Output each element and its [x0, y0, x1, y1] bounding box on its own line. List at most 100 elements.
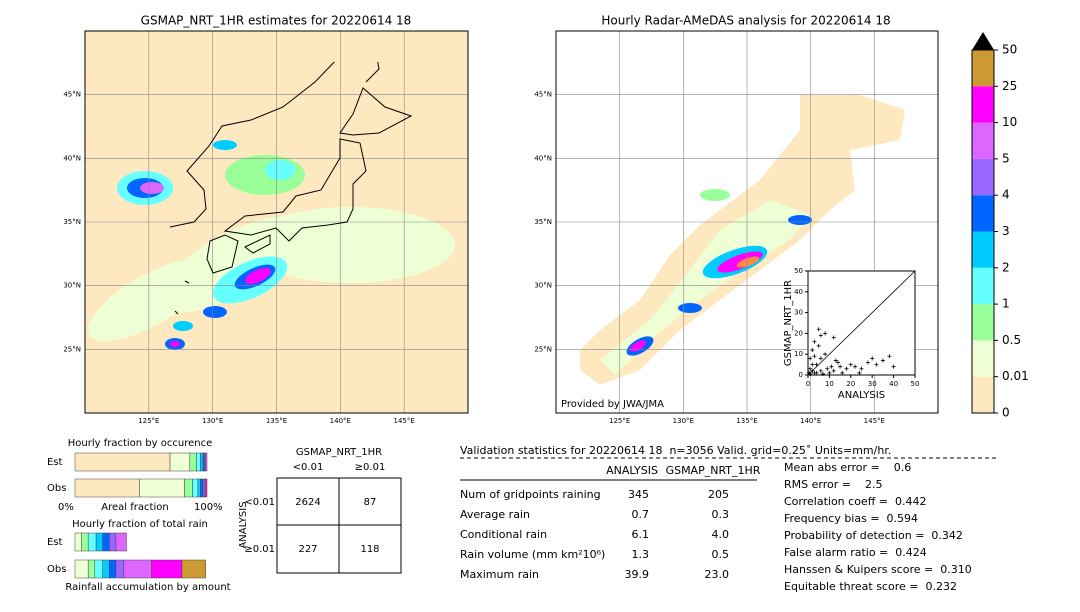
- table-cell: 227: [298, 544, 317, 555]
- table-title: GSMAP_NRT_1HR: [296, 447, 382, 458]
- stats-row-label: Conditional rain: [460, 528, 547, 541]
- stats-value: 6.1: [632, 528, 650, 541]
- fraction-segment: [81, 532, 89, 552]
- x-tick-label: 30: [868, 380, 877, 388]
- fraction-segment: [95, 532, 103, 552]
- scatter-point: [829, 364, 834, 369]
- stats-row-label: Maximum rain: [460, 568, 539, 581]
- score: Correlation coeff = 0.442: [784, 495, 926, 508]
- map-frame: [84, 30, 469, 414]
- scatter-point: [880, 358, 885, 363]
- map-title: GSMAP_NRT_1HR estimates for 20220614 18: [141, 14, 412, 28]
- scatter-point: [810, 348, 815, 353]
- scatter-point: [816, 327, 821, 332]
- y-tick-label: 10: [794, 350, 803, 358]
- scatter-point: [818, 333, 823, 338]
- scatter-point: [810, 368, 815, 373]
- fraction-segment: [109, 559, 117, 579]
- row-title: ANALYSIS: [238, 501, 249, 548]
- scatter-point: [853, 364, 858, 369]
- fraction-segment: [139, 478, 185, 498]
- fraction-segment: [94, 559, 103, 579]
- scatter-point: [808, 366, 813, 371]
- lat-tick-label: 40°N: [534, 154, 552, 162]
- axis-min-label: 0%: [58, 502, 74, 513]
- lat-tick-label: 45°N: [63, 91, 81, 99]
- y-tick-label: 0: [799, 371, 803, 379]
- score: RMS error = 2.5: [784, 478, 882, 491]
- fraction-segment: [87, 559, 96, 579]
- colorbar-segment: [972, 376, 994, 413]
- lat-tick-label: 30°N: [63, 282, 81, 290]
- y-tick-label: 20: [794, 329, 803, 337]
- fraction-segment: [123, 559, 152, 579]
- axis-max-label: 100%: [194, 502, 223, 513]
- scatter-point: [857, 370, 862, 375]
- stats-value: 0.3: [712, 508, 730, 521]
- scatter-point: [844, 366, 849, 371]
- stats-value: 0.7: [632, 508, 650, 521]
- fraction-segment: [74, 452, 171, 472]
- scatter-point: [831, 335, 836, 340]
- colorbar-segment: [972, 340, 994, 377]
- row-label: <0.01: [244, 497, 275, 508]
- colorbar-segment: [972, 231, 994, 268]
- scatter-point: [816, 343, 821, 348]
- scatter-point: [827, 370, 832, 375]
- row-label: Est: [47, 537, 63, 548]
- y-axis-label: GSMAP_NRT_1HR: [783, 280, 794, 366]
- lon-tick-label: 140°E: [330, 417, 351, 425]
- lon-tick-label: 125°E: [609, 417, 630, 425]
- scatter-point: [859, 366, 864, 371]
- scatter-point: [840, 370, 845, 375]
- colorbar-label: 0.5: [1002, 333, 1021, 347]
- colorbar-label: 10: [1002, 115, 1017, 129]
- scatter-point: [807, 370, 812, 375]
- fraction-segment: [115, 532, 127, 552]
- scatter-point: [825, 366, 830, 371]
- scatter-point: [870, 356, 875, 361]
- fraction-segment: [205, 478, 208, 498]
- x-tick-label: 0: [806, 380, 810, 388]
- colorbar-label: 0.01: [1002, 369, 1029, 383]
- lon-tick-label: 130°E: [202, 417, 223, 425]
- scatter-point: [831, 368, 836, 373]
- lon-tick-label: 145°E: [394, 417, 415, 425]
- fraction-segment: [74, 532, 82, 552]
- credit: Provided by JWA/JMA: [561, 399, 664, 410]
- table-cell: 118: [360, 544, 379, 555]
- colorbar-label: 25: [1002, 79, 1017, 93]
- x-tick-label: 40: [889, 380, 898, 388]
- col-label: <0.01: [293, 462, 324, 473]
- score: Probability of detection = 0.342: [784, 529, 963, 542]
- fraction-segment: [192, 478, 199, 498]
- colorbar-label: 0: [1002, 406, 1010, 420]
- row-label: Obs: [47, 483, 66, 494]
- lat-tick-label: 30°N: [534, 282, 552, 290]
- stats-header: GSMAP_NRT_1HR: [666, 464, 761, 477]
- lon-tick-label: 135°E: [266, 417, 287, 425]
- lon-tick-label: 130°E: [673, 417, 694, 425]
- score: Hanssen & Kuipers score = 0.310: [784, 563, 972, 576]
- scatter-point: [891, 364, 896, 369]
- fraction-segment: [115, 559, 125, 579]
- stats-value: 1.3: [632, 548, 650, 561]
- scatter-point: [808, 356, 813, 361]
- stats-value: 205: [708, 488, 729, 501]
- fraction-segment: [189, 452, 197, 472]
- scatter-point: [818, 356, 823, 361]
- scatter-point: [835, 360, 840, 365]
- map-estimate: GSMAP_NRT_1HR estimates for 20220614 18: [84, 14, 469, 414]
- fraction-segment: [200, 452, 204, 472]
- x-axis-label: Rainfall accumulation by amount: [65, 582, 230, 593]
- stats-value: 39.9: [625, 568, 650, 581]
- y-tick-label: 50: [794, 267, 803, 275]
- colorbar-segment: [972, 50, 994, 87]
- stats-row-label: Rain volume (mm km²10⁶): [460, 548, 605, 561]
- scatter-point: [814, 370, 819, 375]
- fraction-segment: [102, 532, 110, 552]
- colorbar-label: 4: [1002, 188, 1010, 202]
- scatter-point: [848, 362, 853, 367]
- colorbar-label: 2: [1002, 260, 1010, 274]
